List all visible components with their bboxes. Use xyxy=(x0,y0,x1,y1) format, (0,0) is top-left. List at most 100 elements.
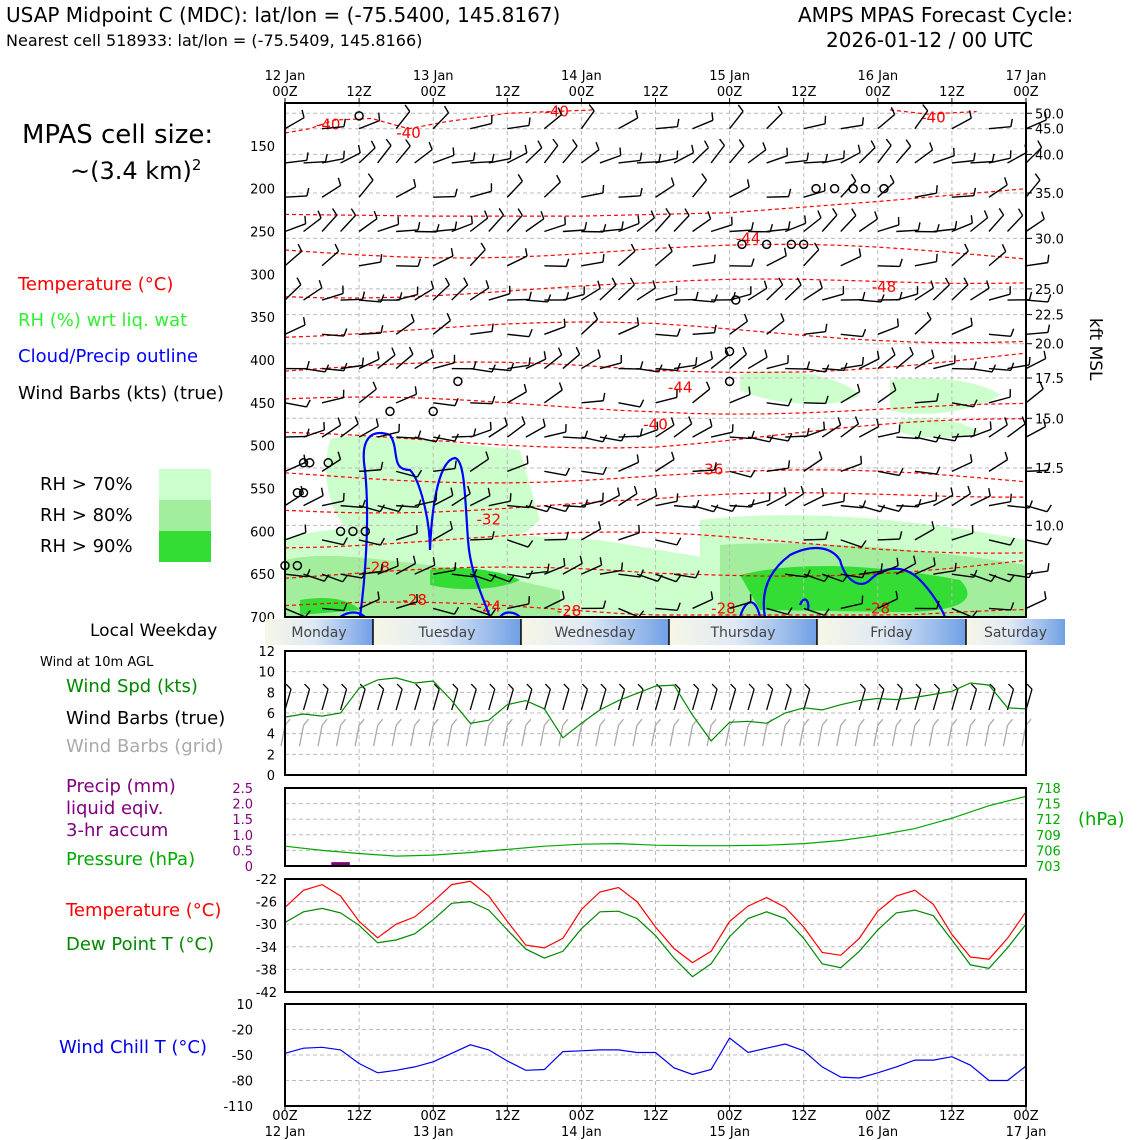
precip-bar xyxy=(331,862,350,866)
wind-barb-flag xyxy=(931,521,935,530)
wind-barb xyxy=(321,250,340,267)
wind-barb-flag xyxy=(1028,291,1033,300)
wind-barb-flag xyxy=(861,117,865,126)
wind-barb xyxy=(784,284,802,301)
wind-barb-grid xyxy=(836,725,842,747)
wind-barb xyxy=(933,494,954,507)
wind-tick-label: 8 xyxy=(267,686,275,701)
wind-barb xyxy=(1025,218,1045,233)
wind-barb xyxy=(803,367,826,373)
wind-barb-flag xyxy=(509,493,512,502)
pressure-tick-label: 650 xyxy=(250,568,275,583)
wind-barb xyxy=(803,402,826,405)
wind-barb xyxy=(933,155,955,164)
wind-barb-flag xyxy=(850,173,857,182)
wind-barb xyxy=(359,299,382,303)
wind-barb-flag xyxy=(595,142,600,150)
wind-barb-flag xyxy=(783,487,787,496)
wind-barb-flag xyxy=(361,357,365,366)
calm-circle xyxy=(731,295,741,305)
wind-barb xyxy=(766,154,788,164)
legend-wind-speed: Wind Spd (kts) xyxy=(66,676,198,697)
wind-barb-flag xyxy=(470,215,473,224)
wind-barb-flag xyxy=(818,451,823,460)
wind-barb-flag xyxy=(860,455,863,464)
wind-barb-flag xyxy=(989,421,992,430)
wind-barb-flag xyxy=(498,208,505,216)
wind-barb-flag xyxy=(584,430,589,439)
wind-barb-true xyxy=(414,689,422,711)
legend-wind-barbs: Wind Barbs (kts) (true) xyxy=(18,383,224,404)
wind-barb xyxy=(877,565,899,575)
wind-barb xyxy=(803,160,826,164)
wind-barb-flag xyxy=(528,291,532,300)
wind-barb-flag xyxy=(933,557,936,566)
wind-barb xyxy=(803,573,825,583)
top-time-label: 12Z xyxy=(939,85,965,100)
wind-barb xyxy=(895,145,912,164)
wind-barb-flag xyxy=(676,493,679,502)
wind-barb-flag xyxy=(1004,451,1009,460)
wind-barb-flag xyxy=(350,208,357,216)
wind-barb-flag xyxy=(621,221,624,230)
wind-barb xyxy=(599,154,621,164)
wind-barb-grid-flag xyxy=(414,718,421,726)
top-time-label: 00Z xyxy=(865,85,891,100)
wind-barb-flag xyxy=(930,280,935,289)
wind-barb-grid-flag xyxy=(617,718,624,726)
wind-barb-flag xyxy=(611,277,617,286)
wind-barb xyxy=(470,330,493,335)
wind-barb xyxy=(599,436,622,442)
wind-barb-flag xyxy=(861,328,867,337)
wind-barb xyxy=(544,598,565,610)
wind-barb xyxy=(766,112,783,130)
wind-barb-grid xyxy=(965,725,972,747)
weekday-label: Monday xyxy=(291,625,346,641)
wind-barb-flag xyxy=(787,221,791,230)
wind-barb xyxy=(803,495,824,507)
wind-barb xyxy=(747,499,770,507)
wind-barb xyxy=(766,494,787,507)
wind-barb xyxy=(340,573,363,579)
wind-barb xyxy=(877,354,896,370)
wind-barb-grid-flag xyxy=(914,718,921,726)
wind-barb-flag xyxy=(528,570,534,579)
wind-barb xyxy=(710,145,725,164)
wind-barb xyxy=(710,504,733,513)
legend-rh: RH (%) wrt liq. wat xyxy=(18,310,188,331)
wind-barb-true-flag xyxy=(415,683,422,690)
wind-barb xyxy=(395,532,418,541)
wind-barb xyxy=(433,362,455,370)
wind-barb-true-flag xyxy=(341,683,348,690)
wind-barb-flag xyxy=(824,323,828,332)
wind-barb-grid xyxy=(743,725,749,747)
wind-barb xyxy=(562,562,583,575)
wind-barb xyxy=(729,504,752,508)
wind-barb-flag xyxy=(524,248,528,257)
wind-barb xyxy=(840,423,859,438)
legend-rh80: RH > 80% xyxy=(40,505,133,526)
wind-tick-label: 2 xyxy=(267,748,275,763)
weekday-cell xyxy=(966,619,1065,645)
calm-circle xyxy=(360,526,371,537)
wind-barb-flag xyxy=(561,590,565,599)
calm-circle xyxy=(354,111,364,121)
wind-barb xyxy=(951,402,974,408)
wind-barb-flag xyxy=(396,557,399,567)
wind-barb xyxy=(303,287,323,301)
wind-barb-true-flag xyxy=(989,683,996,690)
wind-barb-true-flag xyxy=(507,683,514,690)
wind-barb-flag xyxy=(635,110,639,119)
wind-barb-flag xyxy=(296,277,302,286)
wind-barb xyxy=(470,367,493,373)
wind-barb-flag xyxy=(523,383,528,393)
wind-barb xyxy=(914,470,937,475)
top-time-label: 00Z xyxy=(420,85,446,100)
cycle-time: 2026-01-12 / 00 UTC xyxy=(826,28,1034,52)
wind-barb-true-flag xyxy=(693,683,700,690)
wind-barb-grid-flag xyxy=(432,718,439,726)
wind-barb-flag xyxy=(821,487,825,497)
wind-barb xyxy=(859,299,882,303)
wind-barb xyxy=(414,356,434,370)
wind-barb-grid xyxy=(354,725,360,747)
